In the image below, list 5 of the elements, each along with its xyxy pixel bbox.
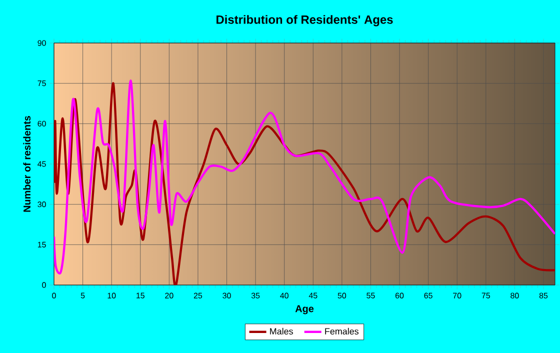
legend-label: Males: [270, 328, 293, 334]
x-axis-title: Age: [295, 305, 314, 314]
legend-label: Females: [325, 328, 358, 334]
y-axis-title: Number of residents: [23, 116, 31, 212]
chart-title: Distribution of Residents' Ages: [216, 15, 393, 26]
